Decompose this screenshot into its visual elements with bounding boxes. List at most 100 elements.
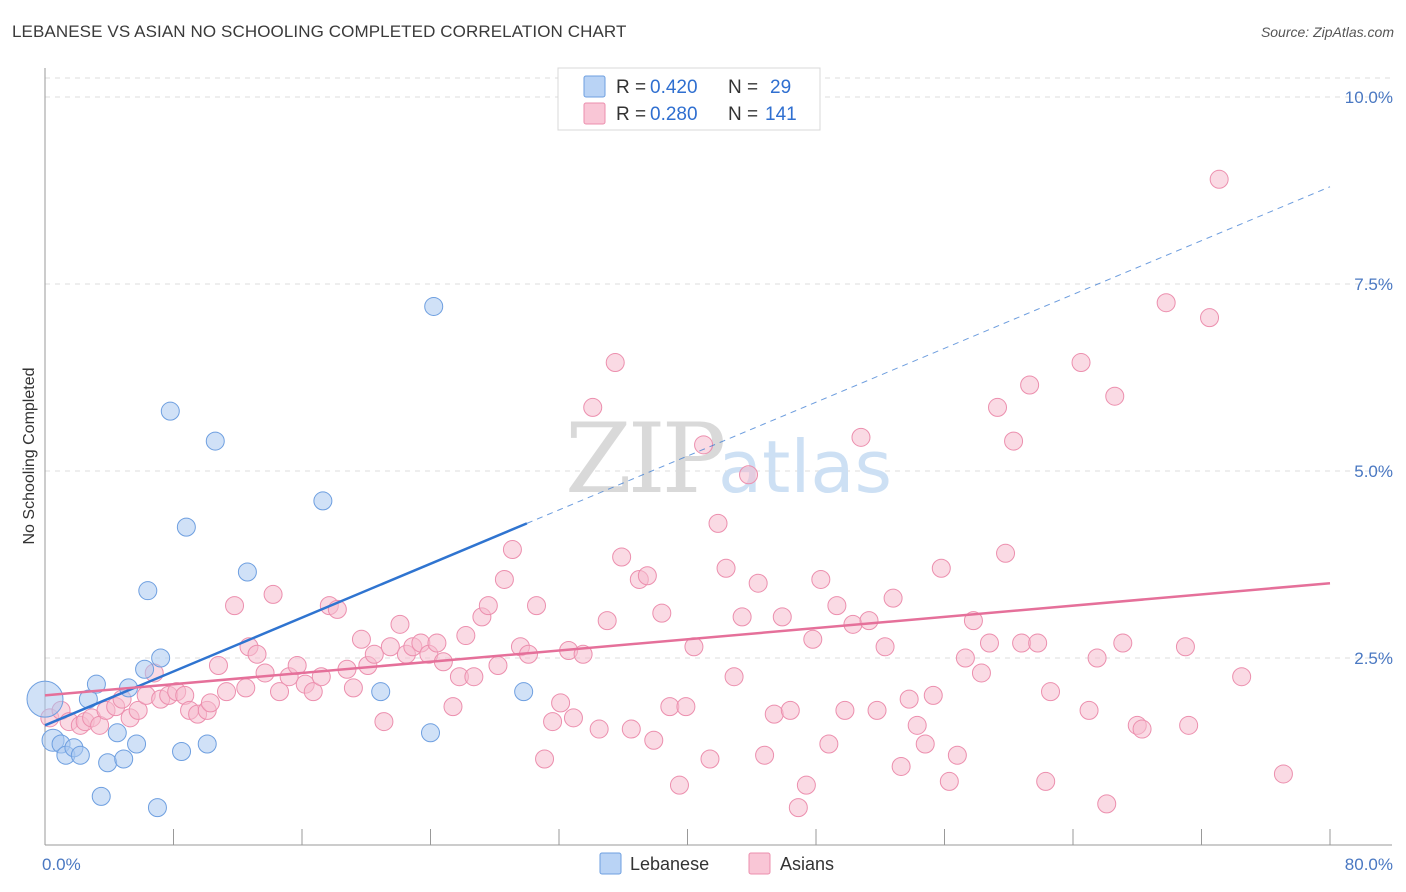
- data-point: [1071, 353, 1091, 373]
- data-point: [424, 296, 444, 316]
- data-point: [708, 513, 728, 533]
- data-point: [1036, 771, 1056, 791]
- data-point: [732, 607, 752, 627]
- data-point: [313, 491, 333, 511]
- data-point: [1113, 633, 1133, 653]
- series-lebanese: [26, 296, 534, 818]
- series-legend: Lebanese Asians: [599, 852, 834, 875]
- data-point: [563, 708, 583, 728]
- data-point: [780, 700, 800, 720]
- data-point: [91, 786, 111, 806]
- data-point: [26, 680, 64, 718]
- trend-line-lebanese: [44, 522, 528, 727]
- data-point: [1105, 386, 1125, 406]
- data-point: [637, 566, 657, 586]
- data-point: [138, 581, 158, 601]
- data-point: [70, 745, 90, 765]
- data-point: [443, 697, 463, 717]
- data-point: [98, 753, 118, 773]
- data-point: [1175, 637, 1195, 657]
- data-point: [160, 401, 180, 421]
- legend-r-value: 0.420: [650, 77, 698, 98]
- data-point: [371, 682, 391, 702]
- x-tick-labels: 0.0% 80.0%: [42, 855, 1393, 874]
- legend-r-label: R =: [616, 104, 646, 125]
- data-point: [488, 655, 508, 675]
- data-point: [374, 712, 394, 732]
- data-point: [551, 693, 571, 713]
- data-point: [237, 562, 257, 582]
- data-point: [114, 749, 134, 769]
- data-point: [988, 397, 1008, 417]
- series-asians: [40, 169, 1293, 818]
- y-axis-title: No Schooling Completed: [21, 368, 38, 545]
- data-point: [514, 682, 534, 702]
- data-point: [996, 543, 1016, 563]
- data-point: [478, 596, 498, 616]
- data-point: [589, 719, 609, 739]
- data-point: [421, 723, 440, 743]
- data-point: [255, 663, 275, 683]
- data-point: [1028, 633, 1048, 653]
- data-point: [390, 614, 410, 634]
- y-tick-labels: 2.5% 5.0% 7.5% 10.0%: [1345, 88, 1393, 668]
- data-point: [197, 734, 217, 754]
- data-point: [583, 397, 603, 417]
- bottom-legend-lebanese: Lebanese: [630, 854, 709, 874]
- data-point: [127, 734, 147, 754]
- data-point: [135, 659, 155, 679]
- data-point: [739, 465, 759, 485]
- data-point: [1156, 293, 1176, 313]
- trend-line-lebanese-projection: [526, 186, 1331, 524]
- chart-title: LEBANESE VS ASIAN NO SCHOOLING COMPLETED…: [12, 22, 627, 41]
- bottom-legend-swatch-lebanese: [599, 852, 622, 875]
- data-point: [955, 648, 975, 668]
- y-tick-label: 5.0%: [1354, 462, 1393, 481]
- data-point: [270, 682, 290, 702]
- data-point: [652, 603, 672, 623]
- data-point: [205, 431, 225, 451]
- data-point: [303, 682, 323, 702]
- data-point: [891, 756, 911, 776]
- data-point: [128, 700, 148, 720]
- data-point: [351, 629, 371, 649]
- data-point: [343, 678, 363, 698]
- data-point: [867, 700, 887, 720]
- watermark-zip: ZIP: [565, 403, 724, 515]
- data-point: [827, 596, 847, 616]
- data-point: [859, 611, 879, 631]
- data-point: [597, 611, 617, 631]
- data-point: [527, 596, 547, 616]
- data-point: [612, 547, 632, 567]
- data-point: [225, 596, 245, 616]
- data-point: [247, 644, 267, 664]
- data-point: [151, 648, 171, 668]
- data-point: [176, 517, 196, 537]
- data-point: [700, 749, 720, 769]
- data-point: [755, 745, 775, 765]
- data-point: [1132, 719, 1152, 739]
- trend-lines: [44, 186, 1331, 727]
- bottom-legend-asians: Asians: [780, 854, 834, 874]
- bottom-legend-swatch-asians: [748, 852, 771, 875]
- x-tick-label: 0.0%: [42, 855, 81, 874]
- data-point: [875, 637, 895, 657]
- data-point: [380, 637, 400, 657]
- data-point: [669, 775, 689, 795]
- data-point: [660, 697, 680, 717]
- data-point: [803, 629, 823, 649]
- data-point: [724, 667, 744, 687]
- data-point: [644, 730, 664, 750]
- legend-swatch-pink: [583, 102, 606, 125]
- data-point: [1087, 648, 1107, 668]
- data-point: [217, 682, 237, 702]
- data-point: [263, 584, 283, 604]
- data-point: [676, 697, 696, 717]
- watermark: ZIP atlas: [565, 403, 892, 515]
- legend-r-label: R =: [616, 77, 646, 98]
- data-point: [811, 569, 831, 589]
- legend-r-value: 0.280: [650, 104, 698, 125]
- data-point: [716, 558, 736, 578]
- data-point: [923, 685, 943, 705]
